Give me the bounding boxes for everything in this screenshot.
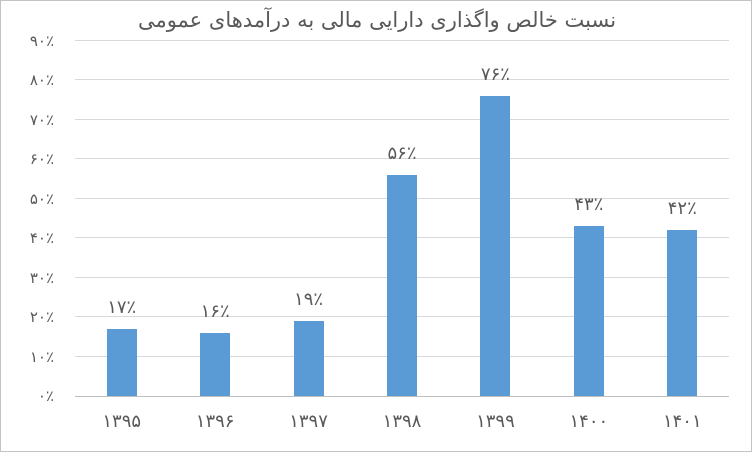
bar [200, 332, 231, 396]
y-tick-label: ۰٪ [37, 387, 54, 405]
gridline [75, 79, 729, 81]
gridline [75, 118, 729, 120]
x-tick-label: ۱۴۰۱ [662, 411, 702, 432]
x-tick-label: ۱۳۹۵ [102, 411, 142, 432]
y-tick-label: ۳۰٪ [29, 268, 54, 287]
bar [387, 175, 417, 396]
x-tick-label: ۱۴۰۰ [569, 411, 609, 432]
bar-value-label: ۷۶٪ [480, 64, 510, 86]
gridline [75, 158, 729, 160]
y-tick-label: ۴۰٪ [29, 229, 54, 248]
y-tick-label: ۷۰٪ [29, 110, 54, 129]
bar [573, 226, 604, 396]
bar-value-label: ۱۹٪ [294, 289, 324, 311]
x-tick-label: ۱۳۹۷ [289, 411, 328, 432]
bar-value-label: ۱۷٪ [107, 296, 137, 318]
y-tick-label: ۵۰٪ [29, 189, 54, 208]
plot-area: ۱۷٪ ۱۶٪ ۱۹٪ ۵۶٪ ۷۶٪ ۴۳٪ ۴۲٪ [75, 40, 729, 397]
bar-value-label: ۴۲٪ [667, 198, 697, 220]
bar [293, 321, 324, 396]
x-tick-label: ۱۳۹۶ [195, 411, 235, 432]
bar-value-label: ۱۶٪ [200, 300, 230, 322]
bar-value-label: ۴۳٪ [574, 194, 604, 216]
chart-title: نسبت خالص واگذاری دارایی مالی به درآمدها… [137, 8, 617, 32]
y-tick-label: ۲۰٪ [29, 308, 54, 327]
bar-value-label: ۵۶٪ [387, 143, 417, 165]
gridline [75, 40, 729, 41]
x-axis-line [75, 396, 729, 397]
bar [667, 230, 698, 396]
y-tick-label: ۱۰٪ [29, 347, 54, 366]
x-tick-label: ۱۳۹۹ [476, 411, 515, 432]
bar [480, 96, 511, 396]
y-tick-label: ۶۰٪ [29, 150, 54, 169]
x-tick-label: ۱۳۹۸ [382, 411, 422, 432]
bar [106, 328, 137, 396]
y-tick-label: ۸۰٪ [29, 71, 54, 90]
y-tick-label: ۹۰٪ [29, 32, 54, 50]
